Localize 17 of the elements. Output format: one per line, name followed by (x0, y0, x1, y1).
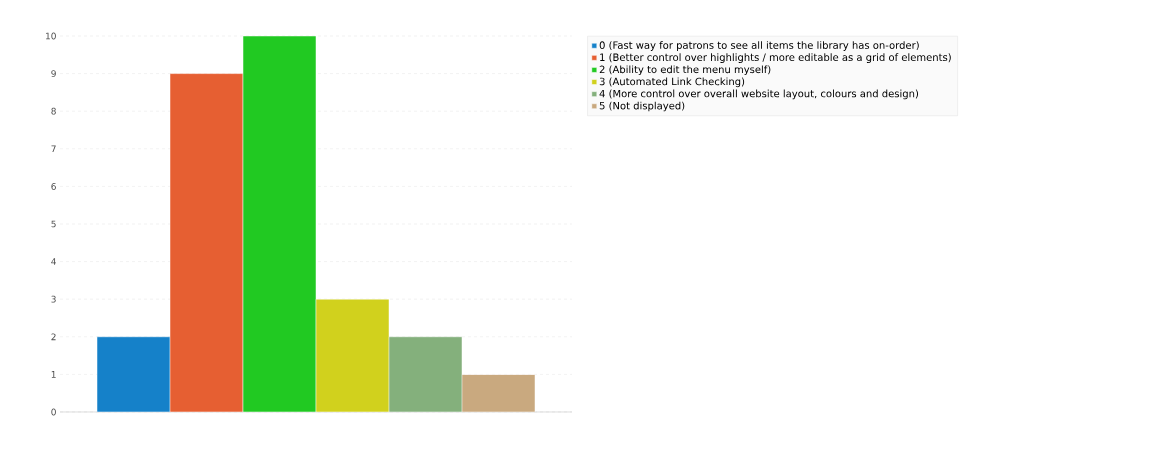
legend-label: 3 (Automated Link Checking) (599, 77, 745, 88)
y-tick-label: 9 (51, 70, 56, 77)
y-tick-label: 4 (51, 258, 56, 265)
legend-label: 4 (More control over overall website layout, colours and design) (599, 89, 919, 100)
legend-label: 5 (Not displayed) (599, 101, 685, 112)
y-tick-label: 5 (51, 220, 56, 228)
y-tick-label: 6 (51, 182, 56, 190)
y-tick-label: 10 (46, 32, 56, 40)
y-tick-label: 3 (51, 295, 56, 303)
y-tick-label: 1 (51, 371, 56, 378)
legend-label: 2 (Ability to edit the menu myself) (599, 65, 771, 76)
legend-label: 0 (Fast way for patrons to see all items the library has on-order) (599, 41, 919, 51)
y-tick-label: 0 (51, 408, 56, 416)
y-tick-label: 2 (51, 333, 56, 341)
y-tick-label: 7 (51, 145, 56, 153)
legend-label: 1 (Better control over highlights / more editable as a grid of elements) (600, 53, 951, 63)
y-tick-label: 8 (51, 107, 56, 115)
